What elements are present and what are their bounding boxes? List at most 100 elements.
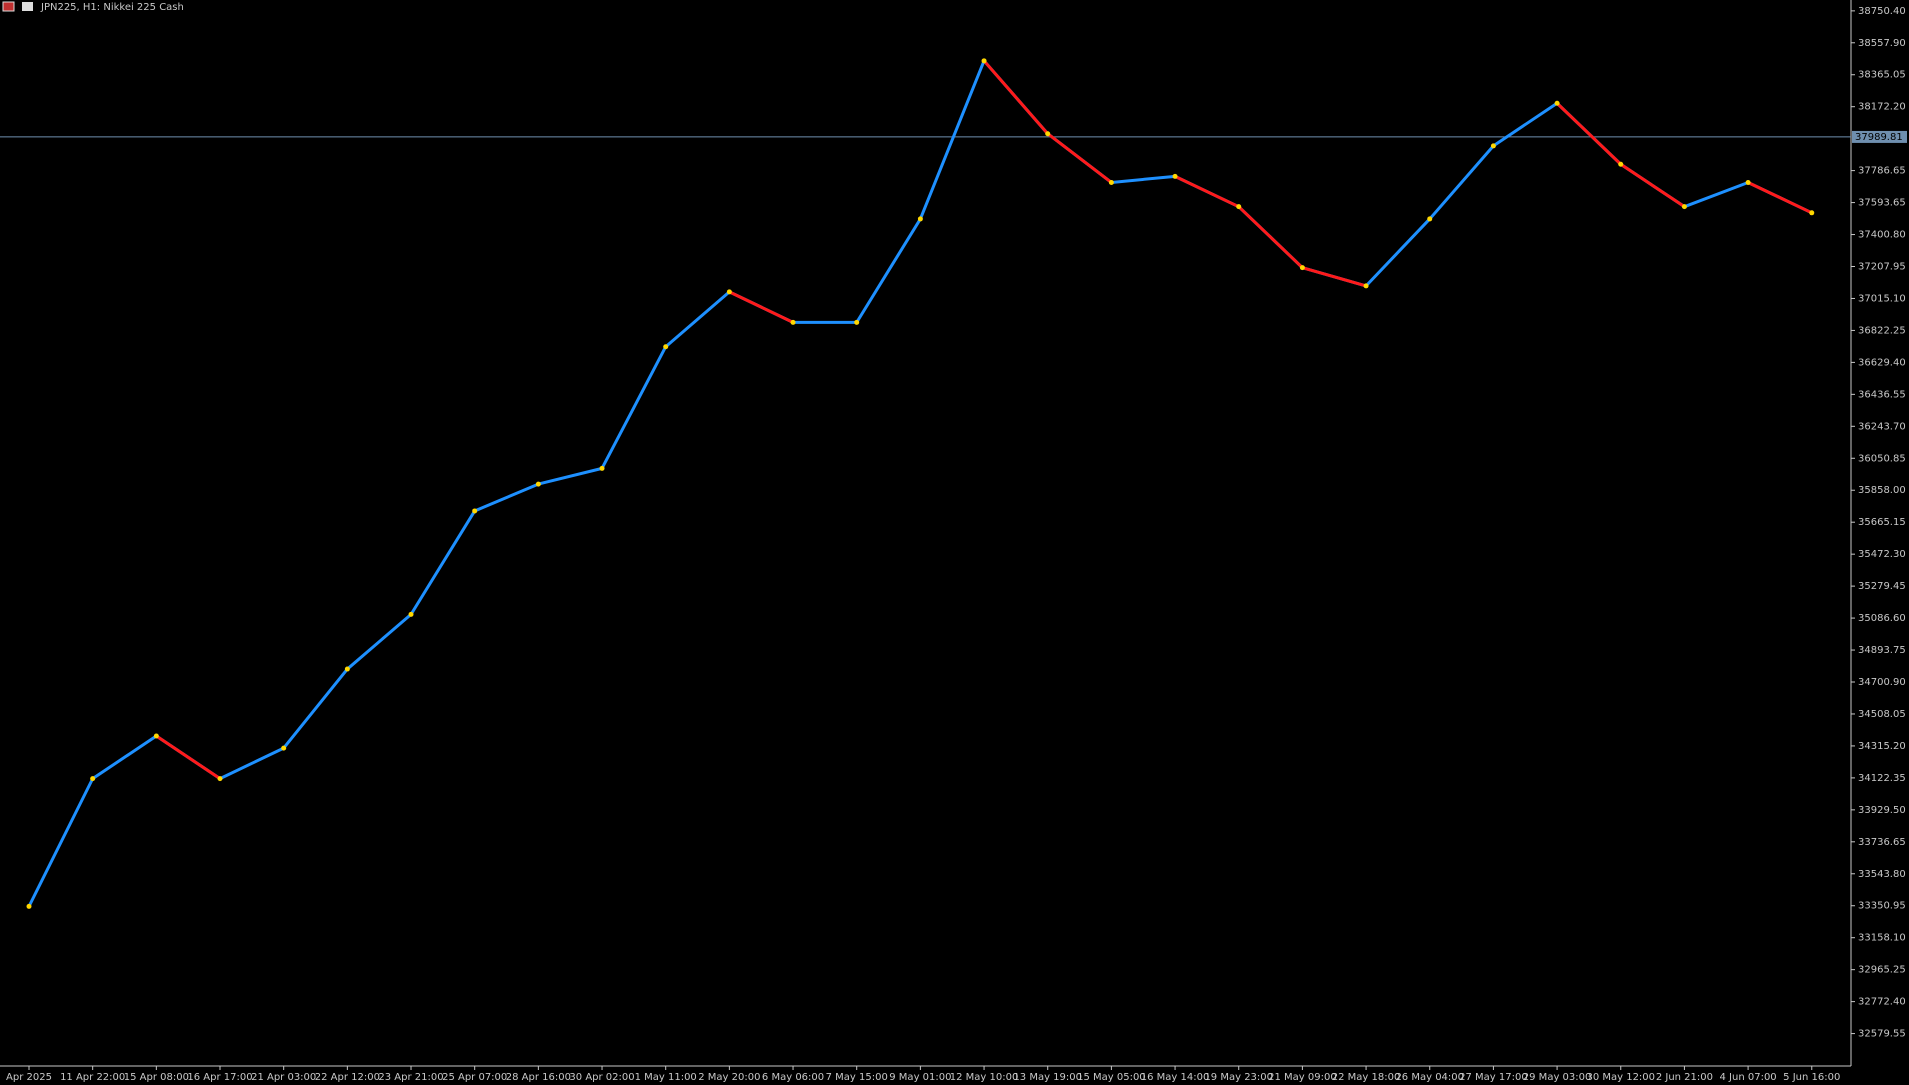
x-tick-label: 1 May 11:00: [635, 1072, 697, 1083]
y-tick-label: 33158.10: [1858, 933, 1906, 944]
x-tick-label: 16 Apr 17:00: [187, 1072, 252, 1083]
down-segment: [727, 290, 795, 324]
down-segment: [982, 59, 1050, 136]
price-point: [26, 903, 32, 909]
price-point: [981, 58, 987, 64]
x-tick-label: 15 May 05:00: [1077, 1072, 1146, 1083]
down-segment: [1746, 180, 1814, 215]
price-point: [281, 745, 287, 751]
price-point: [1427, 216, 1433, 222]
y-tick-label: 38750.40: [1858, 6, 1906, 17]
down-segment: [1173, 174, 1241, 209]
price-point: [472, 508, 478, 514]
y-tick-label: 37207.95: [1858, 262, 1906, 273]
down-segment: [1300, 266, 1368, 288]
price-point: [1618, 161, 1624, 167]
y-tick-label: 33736.65: [1858, 837, 1906, 848]
y-tick-label: 38172.20: [1858, 102, 1906, 113]
y-tick-label: 36629.40: [1858, 357, 1906, 368]
y-tick-label: 36436.55: [1858, 389, 1906, 400]
y-tick-label: 35858.00: [1858, 485, 1906, 496]
x-tick-label: 25 Apr 07:00: [442, 1072, 507, 1083]
down-segment: [154, 734, 222, 781]
price-point: [1745, 179, 1751, 185]
x-tick-label: 11 Apr 22:00: [60, 1072, 125, 1083]
y-tick-label: 34893.75: [1858, 645, 1906, 656]
x-tick-label: 5 Jun 16:00: [1783, 1072, 1840, 1083]
y-tick-label: 35665.15: [1858, 517, 1906, 528]
price-point: [1809, 210, 1815, 216]
x-tick-label: 12 May 10:00: [950, 1072, 1019, 1083]
y-tick-label: 34700.90: [1858, 677, 1906, 688]
flag-icon: [2, 1, 15, 12]
price-point: [599, 465, 605, 471]
x-tick-label: 16 May 14:00: [1141, 1072, 1210, 1083]
x-tick-label: 15 Apr 08:00: [124, 1072, 189, 1083]
y-tick-label: 34315.20: [1858, 741, 1906, 752]
price-point: [408, 611, 414, 617]
price-point: [1490, 143, 1496, 149]
x-tick-label: 19 May 23:00: [1204, 1072, 1273, 1083]
x-tick-label: 23 Apr 21:00: [378, 1072, 443, 1083]
y-tick-label: 36050.85: [1858, 453, 1906, 464]
price-point: [217, 776, 223, 782]
y-tick-label: 33350.95: [1858, 901, 1906, 912]
y-tick-label: 33929.50: [1858, 805, 1906, 816]
price-point: [1236, 204, 1242, 210]
x-tick-label: 22 Apr 12:00: [315, 1072, 380, 1083]
x-tick-label: 13 May 19:00: [1013, 1072, 1082, 1083]
price-point: [535, 481, 541, 487]
x-tick-label: 30 May 12:00: [1586, 1072, 1655, 1083]
y-tick-label: 37786.65: [1858, 166, 1906, 177]
price-point: [917, 216, 923, 222]
y-tick-label: 37593.65: [1858, 198, 1906, 209]
price-point: [1554, 100, 1560, 106]
x-tick-label: 4 Jun 07:00: [1720, 1072, 1777, 1083]
price-point: [344, 666, 350, 672]
price-point: [90, 776, 96, 782]
y-tick-label: 38365.05: [1858, 70, 1906, 81]
price-point: [1045, 131, 1051, 137]
chart-icon: [22, 2, 33, 11]
current-price-box: [1852, 130, 1907, 143]
x-tick-label: 29 May 03:00: [1523, 1072, 1592, 1083]
y-tick-label: 36243.70: [1858, 421, 1906, 432]
x-tick-label: 9 May 01:00: [889, 1072, 951, 1083]
y-tick-label: 37400.80: [1858, 230, 1906, 241]
price-point: [726, 289, 732, 295]
x-tick-label: 21 May 09:00: [1268, 1072, 1337, 1083]
chart-title: JPN225, H1: Nikkei 225 Cash: [40, 2, 184, 13]
x-tick-label: 21 Apr 03:00: [251, 1072, 316, 1083]
x-tick-label: Apr 2025: [6, 1072, 52, 1083]
current-price-label: 37989.81: [1855, 132, 1903, 143]
x-tick-label: 2 Jun 21:00: [1656, 1072, 1713, 1083]
y-tick-label: 35279.45: [1858, 581, 1906, 592]
x-tick-label: 26 May 04:00: [1395, 1072, 1464, 1083]
price-point: [153, 733, 159, 739]
x-tick-label: 30 Apr 02:00: [569, 1072, 634, 1083]
price-point: [1108, 179, 1114, 185]
y-tick-label: 36822.25: [1858, 325, 1906, 336]
price-point: [1681, 204, 1687, 210]
y-tick-label: 38557.90: [1858, 38, 1906, 49]
price-point: [1363, 283, 1369, 289]
x-tick-label: 7 May 15:00: [826, 1072, 888, 1083]
down-segment: [1555, 101, 1623, 166]
x-tick-label: 2 May 20:00: [698, 1072, 760, 1083]
x-tick-label: 27 May 17:00: [1459, 1072, 1528, 1083]
down-segment: [1046, 132, 1113, 184]
y-tick-label: 35086.60: [1858, 613, 1906, 624]
price-point: [1172, 173, 1178, 179]
y-tick-label: 34508.05: [1858, 709, 1906, 720]
y-tick-label: 34122.35: [1858, 773, 1906, 784]
x-tick-label: 6 May 06:00: [762, 1072, 824, 1083]
price-point: [854, 319, 860, 325]
y-tick-label: 37015.10: [1858, 293, 1906, 304]
y-tick-label: 32772.40: [1858, 997, 1906, 1008]
x-tick-label: 28 Apr 16:00: [506, 1072, 571, 1083]
price-point: [790, 319, 796, 325]
y-tick-label: 35472.30: [1858, 549, 1906, 560]
down-segment: [1619, 162, 1686, 209]
